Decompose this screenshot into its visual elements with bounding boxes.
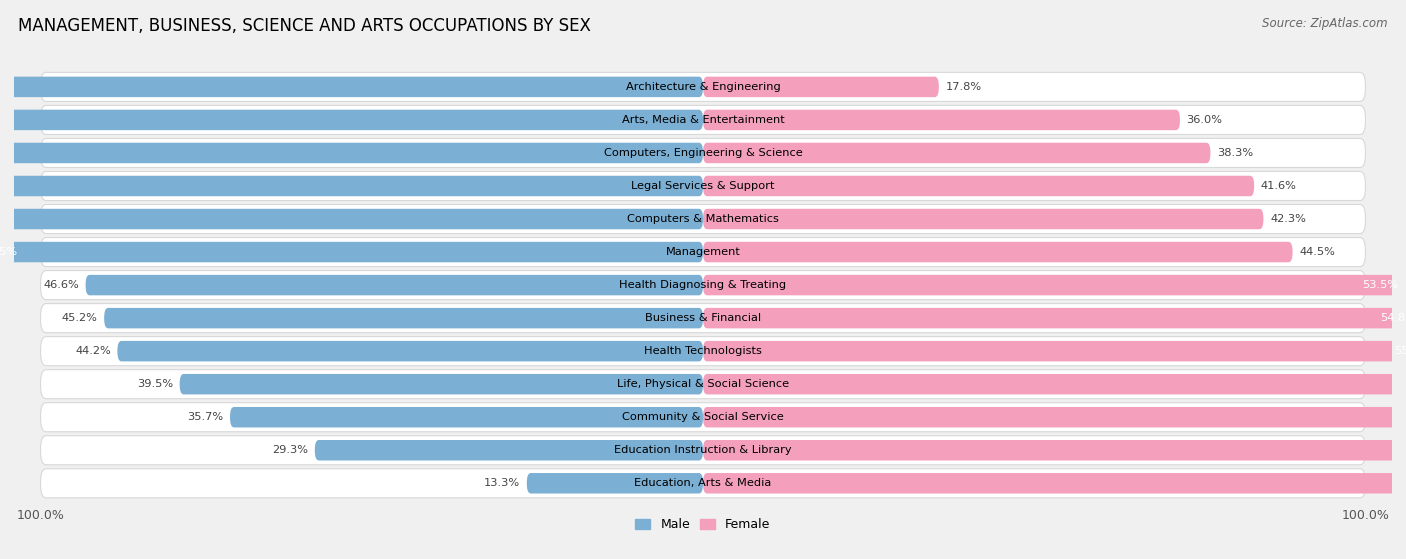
FancyBboxPatch shape [703,374,1406,395]
FancyBboxPatch shape [104,308,703,328]
FancyBboxPatch shape [41,271,1365,300]
FancyBboxPatch shape [0,143,703,163]
FancyBboxPatch shape [527,473,703,494]
Text: Arts, Media & Entertainment: Arts, Media & Entertainment [621,115,785,125]
FancyBboxPatch shape [703,209,1264,229]
FancyBboxPatch shape [703,110,1180,130]
Text: Computers, Engineering & Science: Computers, Engineering & Science [603,148,803,158]
FancyBboxPatch shape [0,176,703,196]
Text: 44.5%: 44.5% [1299,247,1336,257]
FancyBboxPatch shape [703,176,1254,196]
FancyBboxPatch shape [231,407,703,428]
Text: 45.2%: 45.2% [62,313,97,323]
FancyBboxPatch shape [703,440,1406,461]
Text: MANAGEMENT, BUSINESS, SCIENCE AND ARTS OCCUPATIONS BY SEX: MANAGEMENT, BUSINESS, SCIENCE AND ARTS O… [18,17,591,35]
Text: 39.5%: 39.5% [136,379,173,389]
Text: 46.6%: 46.6% [44,280,79,290]
Text: 13.3%: 13.3% [484,479,520,488]
FancyBboxPatch shape [41,238,1365,267]
Text: 53.5%: 53.5% [1362,280,1399,290]
Text: 35.7%: 35.7% [187,412,224,422]
FancyBboxPatch shape [703,242,1292,262]
FancyBboxPatch shape [86,275,703,295]
Legend: Male, Female: Male, Female [630,513,776,536]
FancyBboxPatch shape [315,440,703,461]
FancyBboxPatch shape [41,469,1365,498]
FancyBboxPatch shape [703,473,1406,494]
Text: 36.0%: 36.0% [1187,115,1223,125]
Text: Health Technologists: Health Technologists [644,346,762,356]
Text: Business & Financial: Business & Financial [645,313,761,323]
Text: 55.9%: 55.9% [1395,346,1406,356]
Text: 29.3%: 29.3% [273,446,308,455]
Text: Education Instruction & Library: Education Instruction & Library [614,446,792,455]
FancyBboxPatch shape [41,106,1365,135]
FancyBboxPatch shape [41,435,1365,465]
FancyBboxPatch shape [41,402,1365,432]
Text: Source: ZipAtlas.com: Source: ZipAtlas.com [1263,17,1388,30]
FancyBboxPatch shape [0,110,703,130]
FancyBboxPatch shape [703,341,1406,361]
Text: 38.3%: 38.3% [1218,148,1253,158]
Text: Health Diagnosing & Treating: Health Diagnosing & Treating [620,280,786,290]
Text: Computers & Mathematics: Computers & Mathematics [627,214,779,224]
FancyBboxPatch shape [703,407,1406,428]
FancyBboxPatch shape [41,205,1365,234]
Text: 41.6%: 41.6% [1261,181,1296,191]
FancyBboxPatch shape [41,72,1365,101]
Text: Legal Services & Support: Legal Services & Support [631,181,775,191]
Text: 44.2%: 44.2% [75,346,111,356]
FancyBboxPatch shape [41,369,1365,399]
Text: 54.8%: 54.8% [1379,313,1406,323]
FancyBboxPatch shape [703,275,1406,295]
FancyBboxPatch shape [180,374,703,395]
Text: 55.5%: 55.5% [0,247,17,257]
FancyBboxPatch shape [0,77,703,97]
FancyBboxPatch shape [0,209,703,229]
Text: 17.8%: 17.8% [945,82,981,92]
Text: Architecture & Engineering: Architecture & Engineering [626,82,780,92]
Text: Education, Arts & Media: Education, Arts & Media [634,479,772,488]
FancyBboxPatch shape [0,242,703,262]
FancyBboxPatch shape [703,308,1406,328]
FancyBboxPatch shape [41,304,1365,333]
Text: Management: Management [665,247,741,257]
FancyBboxPatch shape [703,143,1211,163]
FancyBboxPatch shape [117,341,703,361]
Text: Community & Social Service: Community & Social Service [621,412,785,422]
FancyBboxPatch shape [41,337,1365,366]
Text: 42.3%: 42.3% [1270,214,1306,224]
FancyBboxPatch shape [41,172,1365,201]
Text: Life, Physical & Social Science: Life, Physical & Social Science [617,379,789,389]
FancyBboxPatch shape [41,139,1365,168]
FancyBboxPatch shape [703,77,939,97]
